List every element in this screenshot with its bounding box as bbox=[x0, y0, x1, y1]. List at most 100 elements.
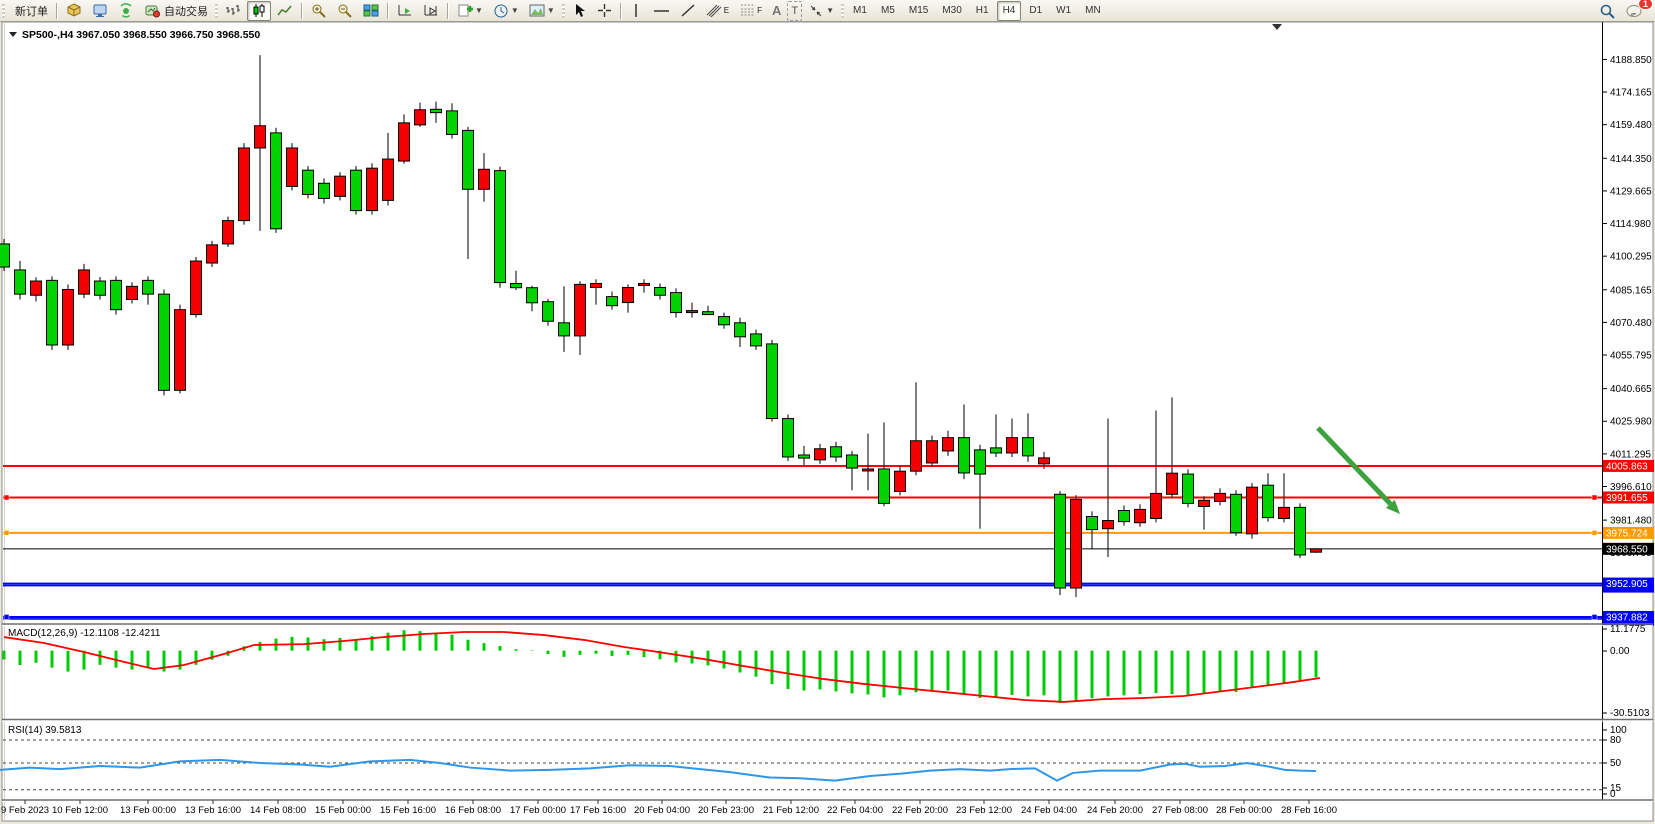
timeframe-button-h1[interactable]: H1 bbox=[975, 5, 989, 16]
autotrading-button[interactable]: 自动交易 bbox=[140, 1, 212, 21]
notification-icon[interactable]: 1 bbox=[1622, 0, 1653, 21]
candle bbox=[542, 301, 554, 322]
new-order-button[interactable]: 新订单 bbox=[8, 1, 52, 21]
macd-axis-label: 0.00 bbox=[1610, 646, 1630, 657]
fibo-letter: F bbox=[757, 6, 762, 15]
label-tool-icon[interactable]: T bbox=[787, 0, 803, 21]
candle bbox=[478, 168, 490, 190]
chevron-down-icon: ▼ bbox=[475, 6, 483, 15]
candle bbox=[702, 311, 714, 316]
price-tick-label: 4114.980 bbox=[1610, 219, 1651, 230]
rsi-axis-label: 0 bbox=[1610, 789, 1616, 800]
zoom-in-icon[interactable] bbox=[307, 1, 331, 21]
time-tick-label: 21 Feb 12:00 bbox=[763, 805, 819, 816]
line-handle[interactable] bbox=[1591, 530, 1598, 536]
chevron-down-icon: ▼ bbox=[826, 6, 835, 15]
candle bbox=[174, 309, 186, 391]
zoom-out-icon[interactable] bbox=[333, 1, 357, 21]
price-tick-label: 4129.665 bbox=[1610, 186, 1652, 197]
candle bbox=[366, 167, 378, 212]
macd-axis-label: 11.1775 bbox=[1610, 624, 1646, 635]
chart-cube-icon[interactable] bbox=[62, 1, 86, 21]
period-button[interactable]: ▼ bbox=[489, 1, 523, 21]
chart-canvas[interactable]: 4188.850 4174.165 4159.480 4144.350 4129.665… bbox=[0, 21, 1655, 824]
new-order-label: 新订单 bbox=[15, 5, 48, 18]
search-icon[interactable] bbox=[1595, 1, 1620, 21]
template-button[interactable]: ▼ bbox=[525, 1, 559, 21]
trendline-tool-icon[interactable] bbox=[676, 1, 700, 21]
navigator-icon[interactable] bbox=[114, 1, 138, 21]
candle bbox=[798, 454, 810, 459]
price-line-label bbox=[1603, 610, 1654, 623]
macd-signal-line bbox=[3, 631, 1321, 703]
rsi-label: RSI(14) 39.5813 bbox=[8, 725, 82, 736]
timeframe-button-d1[interactable]: D1 bbox=[1029, 5, 1043, 16]
separator bbox=[619, 2, 622, 19]
candle bbox=[910, 440, 922, 472]
price-line-label-text: 3991.655 bbox=[1606, 493, 1648, 504]
channel-letter: E bbox=[723, 6, 730, 15]
timeframe-button-m1[interactable]: M1 bbox=[853, 5, 867, 16]
candle bbox=[766, 343, 778, 420]
timeframe-button-m5[interactable]: M5 bbox=[880, 5, 895, 16]
chart-window[interactable]: 4188.850 4174.165 4159.480 4144.350 4129.665… bbox=[0, 21, 1655, 824]
line-handle[interactable] bbox=[3, 494, 10, 501]
time-tick-label: 22 Feb 04:00 bbox=[827, 805, 883, 816]
crosshair-icon[interactable] bbox=[593, 1, 616, 21]
candle bbox=[334, 175, 346, 197]
chevron-down-icon: ▼ bbox=[546, 6, 555, 15]
macd-axis-label: -30.5103 bbox=[1610, 708, 1650, 719]
timeframe-button-m15[interactable]: M15 bbox=[908, 5, 929, 16]
candle bbox=[574, 283, 586, 337]
line-handle[interactable] bbox=[1591, 494, 1598, 501]
new-chart-button[interactable]: ▼ bbox=[453, 1, 487, 21]
line-handle[interactable] bbox=[3, 530, 10, 536]
candle bbox=[14, 269, 26, 295]
channel-tool-icon[interactable]: E bbox=[702, 1, 733, 21]
candle bbox=[1246, 486, 1258, 535]
chart-shift-marker[interactable] bbox=[1272, 24, 1282, 30]
candle bbox=[1134, 508, 1146, 524]
cursor-icon[interactable] bbox=[568, 1, 591, 21]
price-tick-label: 4159.480 bbox=[1610, 120, 1652, 131]
down-arrow-annotation[interactable] bbox=[1316, 426, 1393, 506]
line-handle[interactable] bbox=[3, 614, 10, 620]
time-tick-label: 20 Feb 04:00 bbox=[634, 805, 690, 816]
candle bbox=[894, 470, 906, 492]
fibonacci-tool-icon[interactable]: F bbox=[735, 1, 766, 21]
timeframe-button-mn[interactable]: MN bbox=[1085, 5, 1101, 16]
timeframe-button-h4[interactable]: H4 bbox=[996, 0, 1022, 21]
line-handle[interactable] bbox=[1591, 614, 1598, 620]
timeframe-button-w1[interactable]: W1 bbox=[1056, 5, 1072, 16]
candle bbox=[1310, 548, 1322, 553]
candle bbox=[254, 125, 266, 149]
separator bbox=[447, 2, 449, 19]
text-tool-icon[interactable]: A bbox=[768, 1, 785, 21]
chart-dropdown-icon[interactable] bbox=[9, 32, 17, 37]
toolbar-grip bbox=[841, 3, 845, 18]
line-chart-type-icon[interactable] bbox=[273, 1, 297, 21]
horizontal-line-tool-icon[interactable] bbox=[649, 1, 674, 21]
vertical-line-tool-icon[interactable] bbox=[626, 1, 647, 21]
tile-windows-icon[interactable] bbox=[359, 1, 383, 21]
candle-chart-type-icon[interactable] bbox=[247, 0, 271, 21]
candle bbox=[1262, 484, 1274, 519]
auto-scroll-icon[interactable] bbox=[393, 1, 417, 21]
bar-chart-type-icon[interactable] bbox=[221, 1, 245, 21]
price-tick-label: 3996.610 bbox=[1610, 482, 1652, 493]
down-arrow-head bbox=[1385, 499, 1400, 514]
candle bbox=[862, 468, 874, 472]
timeframe-button-m30[interactable]: M30 bbox=[942, 5, 962, 16]
arrows-tool-icon[interactable]: ▼ bbox=[804, 1, 838, 21]
notification-badge: 1 bbox=[1637, 0, 1653, 10]
candle bbox=[558, 322, 570, 337]
candle bbox=[942, 437, 954, 452]
candle bbox=[750, 333, 762, 347]
chart-shift-icon[interactable] bbox=[419, 1, 443, 21]
market-watch-icon[interactable] bbox=[88, 1, 112, 21]
candle bbox=[974, 449, 986, 475]
candle bbox=[94, 280, 106, 296]
time-tick-label: 22 Feb 20:00 bbox=[892, 805, 948, 816]
candle bbox=[78, 269, 90, 295]
candle bbox=[494, 170, 506, 284]
